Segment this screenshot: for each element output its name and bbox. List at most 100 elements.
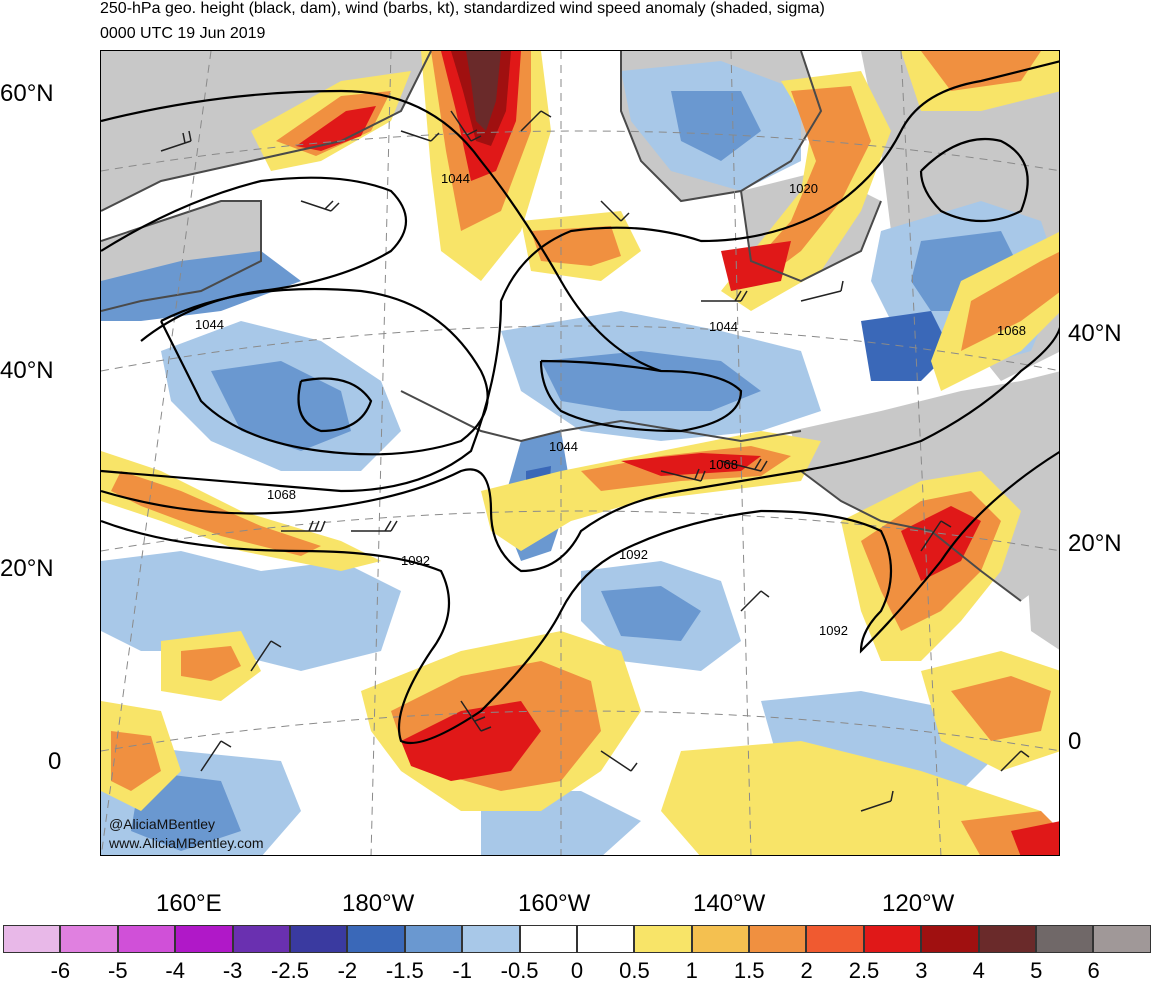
colorbar-label: -5: [108, 958, 128, 983]
anomaly-pos-15: [921, 51, 1041, 91]
wind-barb: [660, 468, 706, 482]
land-mexico: [1021, 452, 1059, 650]
anomaly-pos-12: [751, 86, 871, 281]
graticule-lat-40: [101, 325, 1059, 372]
anomaly-pos-25: [961, 252, 1059, 351]
colorbar-swatch: [289, 925, 348, 953]
wind-barb: [600, 200, 630, 222]
contour-1044-aleut: [539, 359, 743, 433]
colorbar-swatch: [175, 925, 233, 953]
lon-label: 160°W: [518, 890, 591, 917]
lon-label: 120°W: [882, 890, 955, 917]
colorbar-label: -1: [452, 958, 472, 983]
graticule-lat-20: [101, 510, 1059, 552]
colorbar-swatch: [1036, 925, 1094, 953]
colorbar-swatch: [921, 925, 979, 953]
contour-1068: [101, 326, 1059, 573]
anomaly-pos-18: [621, 453, 761, 476]
contour-label: 1020: [789, 181, 818, 196]
lat-label-left: 60°N: [0, 80, 54, 107]
wind-barb: [860, 790, 894, 812]
wind-barb: [800, 280, 844, 302]
contour-label: 1044: [195, 317, 224, 332]
contour-label: 1068: [997, 323, 1026, 338]
colorbar-label: 1.5: [733, 958, 765, 983]
wind-barb: [200, 740, 232, 772]
lat-label-left: 0: [48, 748, 62, 775]
credit-twitter: @AliciaMBentley: [109, 816, 216, 832]
colorbar-label: 1: [685, 958, 698, 983]
anomaly-pos-33: [661, 741, 1059, 855]
colorbar-swatch: [117, 925, 176, 953]
colorbar-swatch: [576, 925, 635, 953]
anomaly-pos-3: [296, 106, 376, 151]
anomaly-neg-14: [601, 586, 701, 641]
wind-barb: [250, 640, 282, 672]
coast-kamchatka: [101, 200, 262, 312]
wind-barb: [160, 130, 192, 152]
colorbar-label: -1.5: [385, 958, 424, 983]
wind-barb: [740, 590, 770, 612]
colorbar-label: 0.5: [619, 958, 650, 983]
contour-label: 1044: [709, 319, 738, 334]
colorbar-swatch: [232, 925, 290, 953]
colorbar-swatch: [978, 925, 1037, 953]
anomaly-pos-10: [531, 226, 621, 266]
contour-label-layer: 1044 1020 1044 1044 1068 1044 1068 1068 …: [195, 171, 1026, 638]
map-panel: 1044 1020 1044 1044 1068 1044 1068 1068 …: [100, 50, 1060, 856]
contour-1044-main: [101, 60, 1059, 493]
height-contour-layer: [101, 60, 1059, 745]
colorbar-swatch: [462, 925, 520, 953]
lat-label-right: 0: [1068, 728, 1082, 755]
lon-label: 140°W: [693, 890, 766, 917]
colorbar-label: 2: [800, 958, 813, 983]
graticule-lon-5: [900, 51, 942, 855]
colorbar-swatch: [634, 925, 692, 953]
contour-1092: [101, 450, 1059, 745]
wind-barb: [300, 200, 340, 212]
colorbar-label: 3: [915, 958, 928, 983]
wind-barb: [1000, 750, 1030, 772]
contour-label: 1068: [267, 487, 296, 502]
colorbar-label: -3: [222, 958, 243, 983]
map-valid-time: 0000 UTC 19 Jun 2019: [100, 25, 266, 42]
graticule-lon-1: [101, 51, 212, 855]
lon-label: 180°W: [342, 890, 415, 917]
anomaly-pos-28: [401, 701, 541, 781]
colorbar-swatch: [806, 925, 864, 953]
wind-barb: [460, 700, 492, 732]
colorbar-label: 5: [1030, 958, 1043, 983]
contour-label: 1092: [619, 547, 648, 562]
colorbar-swatch: [347, 925, 405, 953]
lat-label-left: 20°N: [0, 555, 54, 582]
coast-alaska: [620, 51, 823, 203]
colorbar-swatch: [1093, 925, 1151, 953]
anomaly-pos-19: [101, 451, 381, 571]
contour-label: 1092: [819, 623, 848, 638]
credit-website: www.AliciaMBentley.com: [109, 835, 264, 851]
anomaly-pos-35: [1011, 821, 1059, 855]
anomaly-neg-4: [541, 351, 761, 411]
anomaly-neg-9: [861, 311, 951, 381]
lat-label-right: 40°N: [1068, 320, 1122, 347]
colorbar-label: -6: [50, 958, 71, 983]
wind-barb: [720, 458, 768, 472]
graticule-lat-50: [101, 130, 1059, 172]
wind-barb: [281, 520, 326, 532]
graticule-layer: [101, 51, 1059, 855]
anomaly-pos-8: [466, 51, 501, 131]
wind-barb: [600, 750, 638, 772]
map-canvas: 1044 1020 1044 1044 1068 1044 1068 1068 …: [101, 51, 1059, 855]
anomaly-pos-32: [111, 731, 161, 791]
colorbar-swatch: [404, 925, 463, 953]
colorbar-label: 4: [972, 958, 985, 983]
wind-barb-layer: [160, 110, 1030, 812]
anomaly-pos-20: [111, 471, 321, 556]
colorbar-label: 0: [570, 958, 584, 983]
positive-anomaly-layer: [101, 51, 1059, 855]
contour-label: 1044: [441, 171, 470, 186]
colorbar-swatch: [60, 925, 118, 953]
lon-label: 160°E: [156, 890, 222, 917]
map-title: 250-hPa geo. height (black, dam), wind (…: [100, 0, 825, 17]
colorbar-swatch: [691, 925, 750, 953]
